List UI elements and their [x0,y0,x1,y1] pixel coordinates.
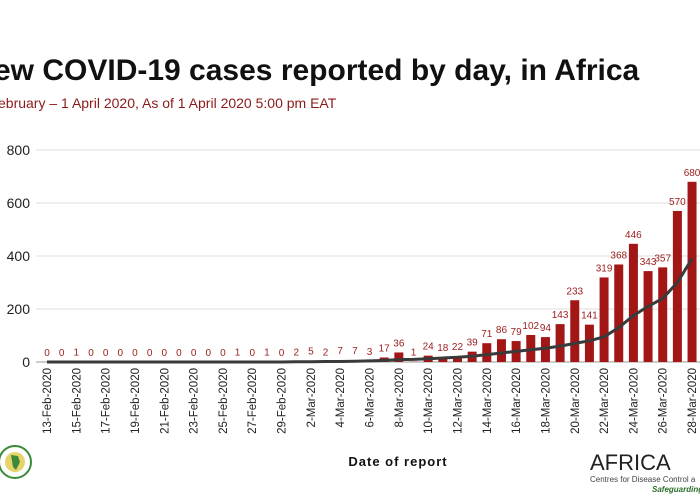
data-label: 0 [59,348,65,359]
x-tick-label: 27-Feb-2020 [247,368,259,434]
logo-line: Safeguarding [652,485,700,494]
data-label: 1 [411,348,417,359]
x-tick-label: 13-Feb-2020 [42,368,54,434]
x-tick-label: 16-Mar-2020 [511,368,523,434]
data-label: 368 [610,250,627,261]
y-tick-label: 600 [7,195,31,211]
y-tick-label: 800 [7,142,31,158]
data-label: 0 [205,348,211,359]
data-label: 0 [132,348,138,359]
data-label: 94 [540,323,552,334]
logo-name: AFRICA [590,450,671,475]
data-label: 141 [581,311,598,322]
data-label: 0 [103,348,109,359]
data-label: 0 [88,348,94,359]
data-label: 233 [566,286,583,297]
bar [584,324,594,362]
y-tick-label: 200 [7,301,31,317]
bar [452,356,462,362]
x-tick-label: 15-Feb-2020 [71,368,83,434]
data-label: 7 [352,346,358,357]
data-label: 17 [379,343,391,354]
data-label: 0 [191,348,197,359]
data-label: 24 [423,342,435,353]
bar [482,343,492,362]
bar [555,324,565,362]
x-tick-label: 29-Feb-2020 [277,368,289,434]
chart-title: ew COVID-19 cases reported by day, in Af… [0,54,640,87]
x-tick-label: 19-Feb-2020 [130,368,142,434]
x-tick-label: 22-Mar-2020 [599,368,611,434]
bar [643,271,653,362]
data-label: 1 [264,348,270,359]
data-label: 143 [552,310,569,321]
data-label: 446 [625,230,642,241]
x-tick-label: 18-Mar-2020 [540,368,552,434]
x-tick-label: 14-Mar-2020 [482,368,494,434]
logo-line: Centres for Disease Control a [590,475,696,484]
data-label: 1 [74,348,80,359]
bar [570,300,580,362]
trend-line [47,257,694,364]
bar [496,339,506,362]
x-tick-label: 2-Mar-2020 [306,368,318,427]
bar [687,181,697,362]
x-tick-label: 4-Mar-2020 [335,368,347,427]
bar [438,357,448,362]
bar [394,352,404,362]
data-label: 680 [684,168,700,179]
data-label: 86 [496,325,508,336]
data-label: 0 [118,348,124,359]
x-tick-label: 25-Feb-2020 [218,368,230,434]
data-label: 102 [522,321,539,332]
data-label: 3 [367,347,373,358]
x-tick-label: 28-Mar-2020 [687,368,699,434]
x-tick-label: 8-Mar-2020 [394,368,406,427]
x-tick-label: 26-Mar-2020 [658,368,670,434]
bar [628,243,638,362]
data-label: 1 [235,348,241,359]
y-tick-label: 0 [22,354,30,370]
data-label: 343 [640,257,657,268]
data-label: 0 [176,348,182,359]
bar [614,264,624,362]
data-label: 39 [467,338,479,349]
chart-subtitle: ebruary – 1 April 2020, As of 1 April 20… [0,95,337,111]
data-label: 0 [220,348,226,359]
x-tick-label: 21-Feb-2020 [159,368,171,434]
x-tick-label: 6-Mar-2020 [365,368,377,427]
data-label: 5 [308,347,314,358]
x-axis-label: Date of report [348,454,447,469]
bar [672,210,682,362]
data-label: 570 [669,197,686,208]
data-label: 36 [393,338,405,349]
au-logo [0,445,32,479]
data-label: 0 [279,348,285,359]
bar [599,277,609,362]
data-label: 2 [323,347,329,358]
data-label: 18 [437,343,449,354]
data-label: 0 [249,348,255,359]
data-label: 0 [44,348,50,359]
data-label: 0 [161,348,167,359]
x-tick-label: 17-Feb-2020 [101,368,113,434]
x-tick-label: 10-Mar-2020 [423,368,435,434]
data-label: 71 [481,329,493,340]
data-label: 0 [147,348,153,359]
x-tick-label: 20-Mar-2020 [570,368,582,434]
data-label: 22 [452,342,464,353]
data-label: 7 [337,346,343,357]
bar [658,267,668,362]
data-label: 357 [654,253,671,264]
x-tick-label: 12-Mar-2020 [452,368,464,434]
y-tick-label: 400 [7,248,31,264]
x-tick-label: 24-Mar-2020 [628,368,640,434]
data-label: 79 [511,327,523,338]
data-label: 2 [293,347,299,358]
data-label: 319 [596,263,613,274]
x-tick-label: 23-Feb-2020 [189,368,201,434]
